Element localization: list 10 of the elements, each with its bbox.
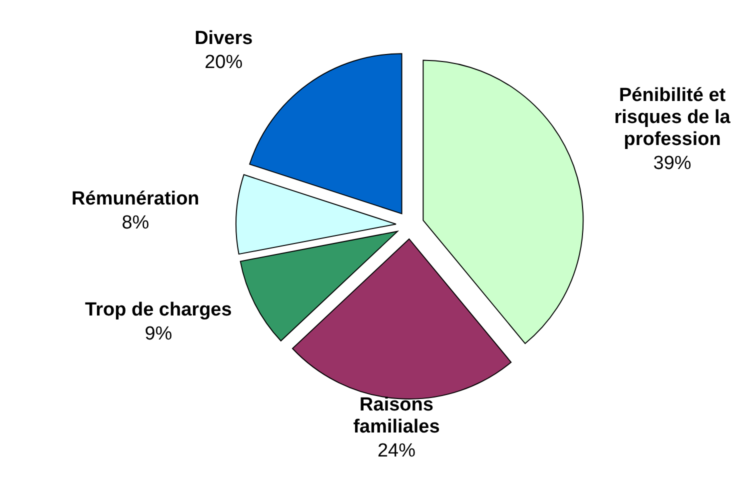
slice-label: Raisons familiales xyxy=(353,394,440,438)
slice-label: Rémunération xyxy=(72,188,200,210)
data-label: 39% xyxy=(653,153,692,174)
data-label: 24% xyxy=(377,440,416,462)
slice-label: Pénibilité et risques de la profession xyxy=(614,85,731,150)
data-label: 20% xyxy=(204,52,243,74)
data-label: 8% xyxy=(122,212,150,234)
slice-label: Trop de charges xyxy=(85,300,232,321)
data-label: 9% xyxy=(144,324,172,345)
slice-label: Divers xyxy=(194,28,253,50)
